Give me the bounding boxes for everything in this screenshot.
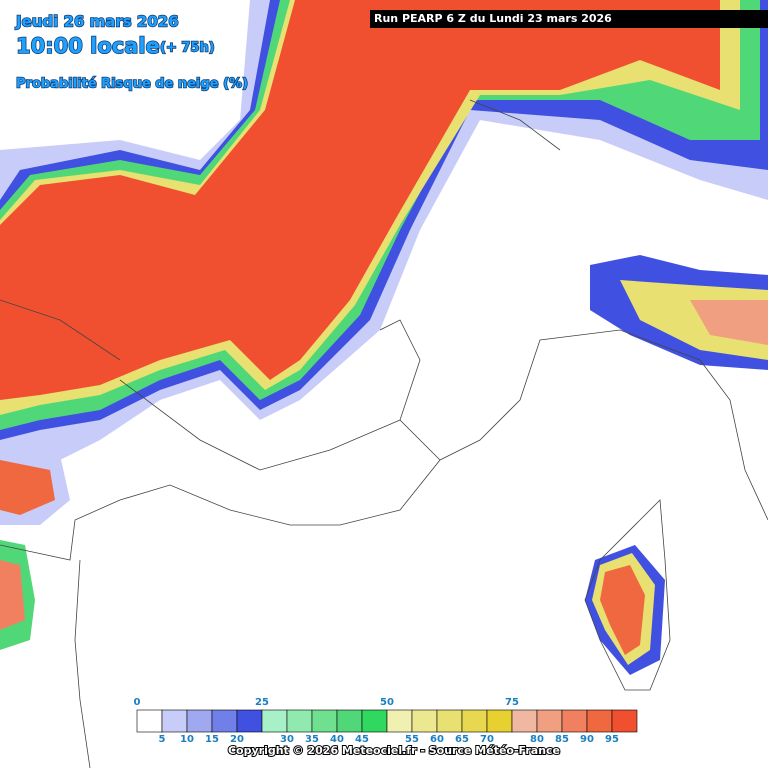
legend-swatch [236,709,263,733]
legend-label: 70 [480,734,494,745]
legend-label: 45 [355,734,369,745]
legend-label: 60 [430,734,444,745]
legend-label: 95 [605,734,619,745]
legend-label: 25 [255,697,269,708]
copyright: Copyright © 2026 Meteociel.fr - Source M… [228,744,560,757]
legend-swatch [461,709,488,733]
legend-swatch [361,709,388,733]
legend-label: 10 [180,734,194,745]
legend-label: 30 [280,734,294,745]
legend-swatch [611,709,638,733]
legend-swatch [261,709,288,733]
legend-label: 40 [330,734,344,745]
legend-swatch [311,709,338,733]
legend-label: 20 [230,734,244,745]
parameter-title: Probabilité Risque de neige (%) [16,77,248,92]
legend-label: 85 [555,734,569,745]
legend-label: 75 [505,697,519,708]
legend-swatch [411,709,438,733]
legend-swatch [486,709,513,733]
forecast-date: Jeudi 26 mars 2026 [15,13,179,31]
legend-label: 35 [305,734,319,745]
legend-label: 15 [205,734,219,745]
legend-label: 0 [134,697,141,708]
legend-label: 80 [530,734,544,745]
forecast-time: 10:00 locale [16,34,160,58]
legend-swatch [561,709,588,733]
legend-swatch [186,709,213,733]
legend-label: 50 [380,697,394,708]
legend-label: 55 [405,734,419,745]
legend-swatch [511,709,538,733]
forecast-lead: (+ 75h) [160,41,215,56]
borders [0,99,768,768]
legend: 0 5 10 15 20 25 30 35 40 45 50 55 60 65 70 75 80 85 90 95 [134,697,638,745]
legend-swatch [436,709,463,733]
run-banner [370,10,768,28]
legend-swatch [161,709,188,733]
legend-swatch [136,709,163,733]
legend-swatch [336,709,363,733]
legend-label: 5 [159,734,166,745]
legend-swatch [286,709,313,733]
legend-label: 65 [455,734,469,745]
legend-swatch [211,709,238,733]
run-info: Run PEARP 6 Z du Lundi 23 mars 2026 [374,12,612,25]
legend-swatch [586,709,613,733]
legend-swatch [536,709,563,733]
legend-swatch [386,709,413,733]
legend-label: 90 [580,734,594,745]
snow-field [0,0,768,675]
